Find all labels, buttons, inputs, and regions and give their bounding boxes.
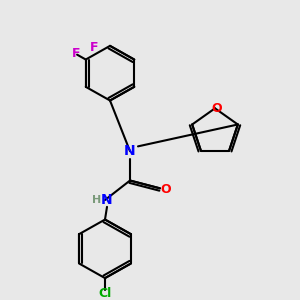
Text: F: F [90, 41, 98, 54]
Text: O: O [212, 102, 222, 115]
Text: O: O [161, 183, 171, 196]
Text: H: H [92, 195, 102, 205]
Text: F: F [72, 47, 80, 60]
Text: Cl: Cl [98, 287, 112, 300]
Text: N: N [124, 144, 136, 158]
Text: N: N [101, 193, 113, 207]
